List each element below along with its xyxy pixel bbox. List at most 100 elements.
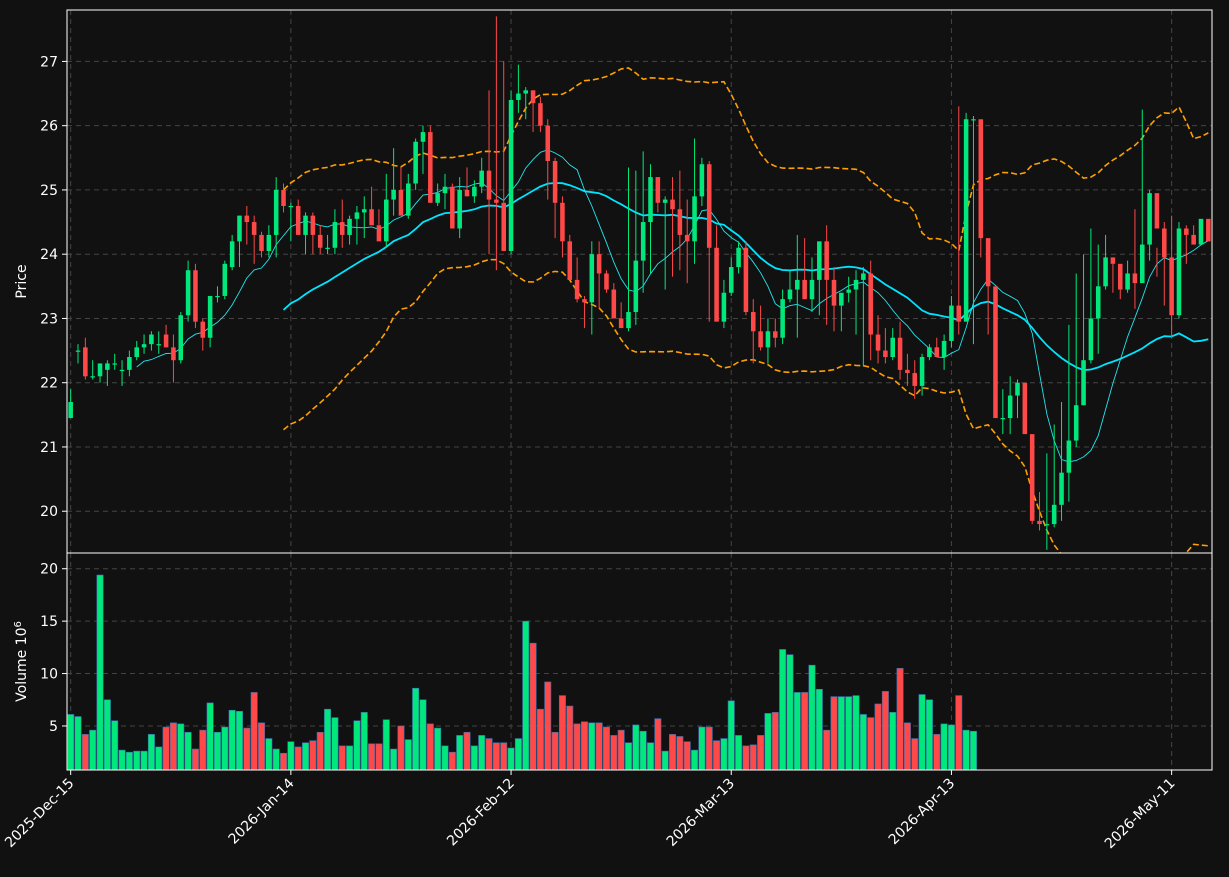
volume-bar <box>382 719 390 770</box>
volume-bar <box>735 735 743 770</box>
candle-body <box>435 193 440 203</box>
volume-bar <box>925 699 933 770</box>
candle-body <box>222 263 228 296</box>
volume-bar <box>331 717 339 770</box>
candle-body <box>1051 504 1057 525</box>
candle-body <box>516 93 521 100</box>
candle-body <box>494 199 499 203</box>
candle-body <box>127 357 132 370</box>
candle-body <box>956 305 962 322</box>
candle-body <box>1154 193 1160 229</box>
volume-bar <box>625 742 632 770</box>
volume-bar <box>302 742 310 770</box>
candle-body <box>1198 218 1204 245</box>
volume-bar <box>551 731 559 770</box>
candle-body <box>706 164 712 248</box>
volume-bar <box>617 729 625 770</box>
candle-body <box>193 270 198 322</box>
volume-bar <box>191 748 199 770</box>
candle-body <box>736 247 741 268</box>
volume-bar <box>830 696 838 770</box>
candle-body <box>332 222 338 248</box>
volume-axis-title: Volume 106 <box>13 621 31 702</box>
candle-body <box>1132 273 1138 284</box>
volume-bar <box>947 724 955 770</box>
price-axis-title: Price <box>14 264 30 298</box>
volume-bar <box>140 750 148 770</box>
volume-bar <box>881 691 889 770</box>
volume-bar <box>771 712 779 770</box>
volume-bar <box>316 731 324 770</box>
candle-body <box>229 241 235 268</box>
volume-bar <box>441 745 449 770</box>
candle-body <box>75 350 81 352</box>
volume-bar <box>162 726 170 770</box>
candle-body <box>868 273 873 335</box>
candle-body <box>949 305 954 341</box>
volume-bar <box>147 734 155 770</box>
candle-body <box>552 161 558 203</box>
candle-body <box>185 270 191 316</box>
xtick-label: 2026-Mar-13 <box>664 776 738 850</box>
volume-bar <box>177 723 185 770</box>
price-ytick-label: 24 <box>40 247 58 263</box>
volume-bar <box>412 687 420 770</box>
candle-body <box>699 164 705 197</box>
volume-bar <box>573 723 581 770</box>
volume-bar <box>426 723 434 770</box>
price-ytick-label: 23 <box>40 311 58 327</box>
candle-body <box>1095 286 1101 319</box>
candle-body <box>464 189 470 197</box>
candle-body <box>391 189 396 200</box>
volume-bar <box>111 720 119 770</box>
volume-bar <box>588 722 596 770</box>
candle-body <box>875 334 881 351</box>
volume-bar <box>669 734 676 770</box>
volume-bar <box>103 699 111 770</box>
volume-bar <box>258 722 265 770</box>
xtick-label: 2026-Jan-14 <box>226 775 298 847</box>
volume-bar <box>867 717 875 770</box>
candle-body <box>912 373 918 386</box>
volume-bar <box>221 726 229 770</box>
volume-ytick-label: 10 <box>40 667 58 683</box>
volume-bar <box>419 699 427 770</box>
candle-body <box>750 312 756 332</box>
candle-body <box>215 295 220 298</box>
volume-bar <box>859 714 867 770</box>
candle-body <box>1000 418 1006 420</box>
volume-bar <box>713 740 721 770</box>
candle-body <box>501 202 506 251</box>
candle-body <box>457 189 462 229</box>
candle-body <box>508 99 514 251</box>
candle-body <box>68 401 73 419</box>
volume-axis-title-exponent: 6 <box>13 621 24 627</box>
volume-bar <box>368 743 376 770</box>
candle-body <box>288 205 294 208</box>
volume-bar <box>96 574 104 770</box>
candle-body <box>281 189 286 206</box>
volume-ytick-label: 5 <box>49 719 58 735</box>
volume-bar <box>324 708 332 770</box>
volume-bar <box>81 734 89 770</box>
candle-body <box>1007 395 1013 419</box>
candle-body <box>171 347 176 361</box>
candle-body <box>839 292 844 306</box>
volume-bar <box>250 692 258 770</box>
xtick-label: 2026-May-11 <box>1102 776 1179 853</box>
candle-body <box>1044 524 1050 526</box>
grid-lines <box>67 10 1212 770</box>
candle-body <box>758 331 763 348</box>
candle-body <box>655 177 661 203</box>
volume-bar <box>485 738 493 770</box>
volume-bar <box>720 738 728 770</box>
volume-ytick-label: 15 <box>40 614 58 630</box>
volume-bar <box>727 700 735 770</box>
candle-body <box>985 238 991 287</box>
candle-body <box>919 357 925 386</box>
candle-body <box>97 363 103 377</box>
candle-body <box>824 241 829 280</box>
volume-bar <box>632 724 640 770</box>
candle-body <box>237 215 242 242</box>
